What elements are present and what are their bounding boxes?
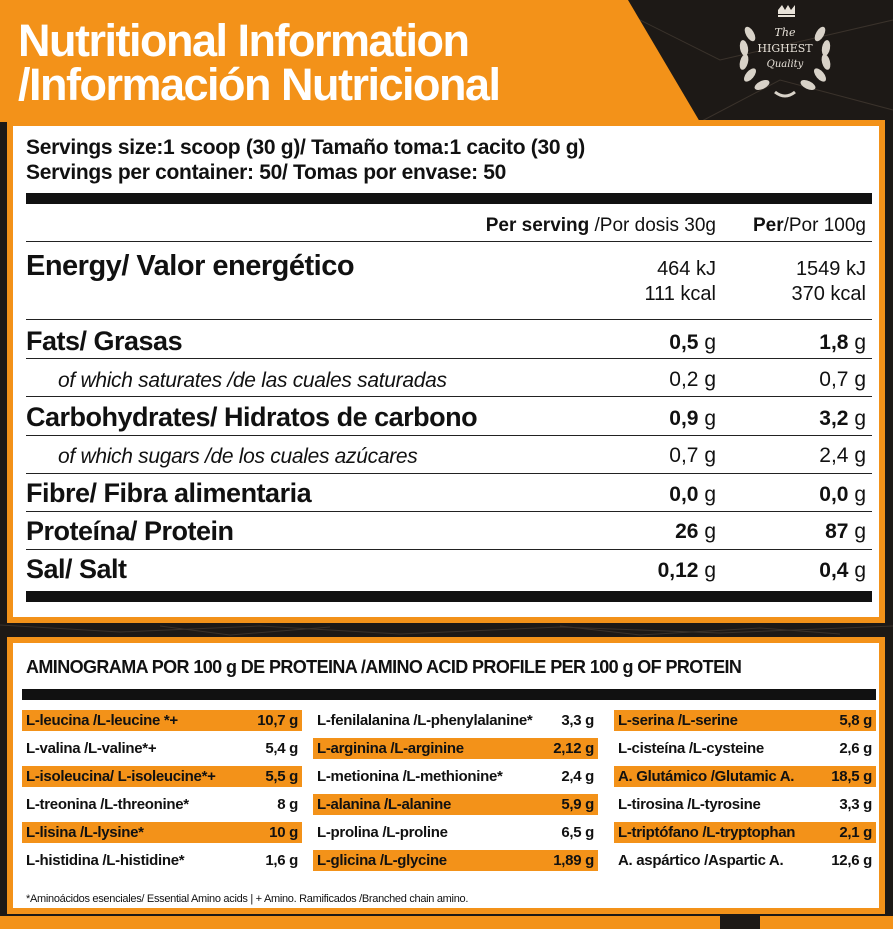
sugars-per-100g: 2,4 g [819,444,866,467]
divider-line [26,358,872,359]
amino-row: L-valina /L-valine*+ 5,4 g [26,740,298,757]
nutrition-panel: Servings size:1 scoop (30 g)/ Tamaño tom… [7,120,885,623]
fibre-per-serving: 0,0 g [669,483,716,506]
fats-per-serving: 0,5 g [669,331,716,354]
divider-line [26,241,872,242]
header-banner [0,0,700,122]
divider-line [26,473,872,474]
title-english: Nutritional Information [18,15,470,66]
svg-text:The: The [775,26,796,39]
divider-line [26,511,872,512]
amino-row: L-treonina /L-threonine* 8 g [26,796,298,813]
nutrient-label-salt: Sal/ Salt [26,554,127,584]
servings-per-container: Servings per container: 50/ Tomas por en… [26,161,507,184]
energy-per-100g: 1549 kJ 370 kcal [791,258,867,305]
amino-title: AMINOGRAMA POR 100 g DE PROTEINA /AMINO … [26,657,742,677]
amino-column-3: L-serina /L-serine 5,8 g L-cisteína /L-cy… [614,710,876,878]
salt-per-serving: 0,12 g [657,559,716,582]
divider-bar-top [26,193,872,204]
nutrient-label-fibre: Fibre/ Fibra alimentaria [26,478,312,508]
divider-line [26,435,872,436]
carbohydrates-per-serving: 0,9 g [669,407,716,430]
amino-row: L-arginina /L-arginine 2,12 g [313,738,598,759]
amino-row: L-histidina /L-histidine* 1,6 g [26,852,298,869]
fibre-per-100g: 0,0 g [819,483,866,506]
divider-line [26,319,872,320]
protein-per-100g: 87 g [825,520,866,543]
amino-row: L-alanina /L-alanine 5,9 g [313,794,598,815]
amino-row: L-prolina /L-proline 6,5 g [317,824,594,841]
amino-row: A. Glutámico /Glutamic A. 18,5 g [614,766,876,787]
amino-column-1: L-leucina /L-leucine *+ 10,7 g L-valina /… [22,710,302,878]
divider-line [26,396,872,397]
amino-divider-bar [22,689,876,700]
amino-row: L-cisteína /L-cysteine 2,6 g [618,740,872,757]
amino-row: L-lisina /L-lysine* 10 g [22,822,302,843]
title-spanish: /Información Nutricional [18,59,501,110]
nutrient-label-fats: Fats/ Grasas [26,326,183,356]
column-header-per-100g: Per/Por 100g [752,215,866,236]
laurel-crown-icon: The HIGHEST Quality [739,5,831,98]
divider-bar-bottom [26,591,872,602]
amino-row: L-leucina /L-leucine *+ 10,7 g [22,710,302,731]
column-header-per-serving: Per serving /Por dosis 30g [485,215,716,236]
amino-row: L-glicina /L-glycine 1,89 g [313,850,598,871]
saturates-per-serving: 0,2 g [669,368,716,391]
amino-row: L-tirosina /L-tyrosine 3,3 g [618,796,872,813]
svg-text:HIGHEST: HIGHEST [757,42,813,55]
fats-per-100g: 1,8 g [819,331,866,354]
amino-row: L-isoleucina/ L-isoleucine*+ 5,5 g [22,766,302,787]
nutrient-label-saturates: of which saturates /de las cuales satura… [58,369,447,392]
svg-text:Quality: Quality [767,59,804,70]
nutrient-label-protein: Proteína/ Protein [26,516,234,546]
nutrient-label-carbohydrates: Carbohydrates/ Hidratos de carbono [26,402,478,432]
saturates-per-100g: 0,7 g [819,368,866,391]
amino-row: A. aspártico /Aspartic A. 12,6 g [618,852,872,869]
amino-row: L-fenilalanina /L-phenylalanine* 3,3 g [317,712,594,729]
carbohydrates-per-100g: 3,2 g [819,407,866,430]
amino-acid-panel: AMINOGRAMA POR 100 g DE PROTEINA /AMINO … [7,637,885,914]
serving-size: Servings size:1 scoop (30 g)/ Tamaño tom… [26,136,585,159]
sugars-per-serving: 0,7 g [669,444,716,467]
amino-footnote: *Aminoácidos esenciales/ Essential Amino… [26,893,469,905]
divider-line [26,549,872,550]
protein-per-serving: 26 g [675,520,716,543]
bottom-strip [0,916,893,929]
energy-per-serving: 464 kJ 111 kcal [644,258,716,305]
bottom-strip-gap [720,916,760,929]
amino-row: L-serina /L-serine 5,8 g [614,710,876,731]
nutrient-label-sugars: of which sugars /de los cuales azúcares [58,445,418,468]
salt-per-100g: 0,4 g [819,559,866,582]
energy-label: Energy/ Valor energético [26,250,355,282]
amino-row: L-metionina /L-methionine* 2,4 g [317,768,594,785]
amino-row: L-triptófano /L-tryptophan 2,1 g [614,822,876,843]
amino-column-2: L-fenilalanina /L-phenylalanine* 3,3 g L-… [313,710,598,878]
